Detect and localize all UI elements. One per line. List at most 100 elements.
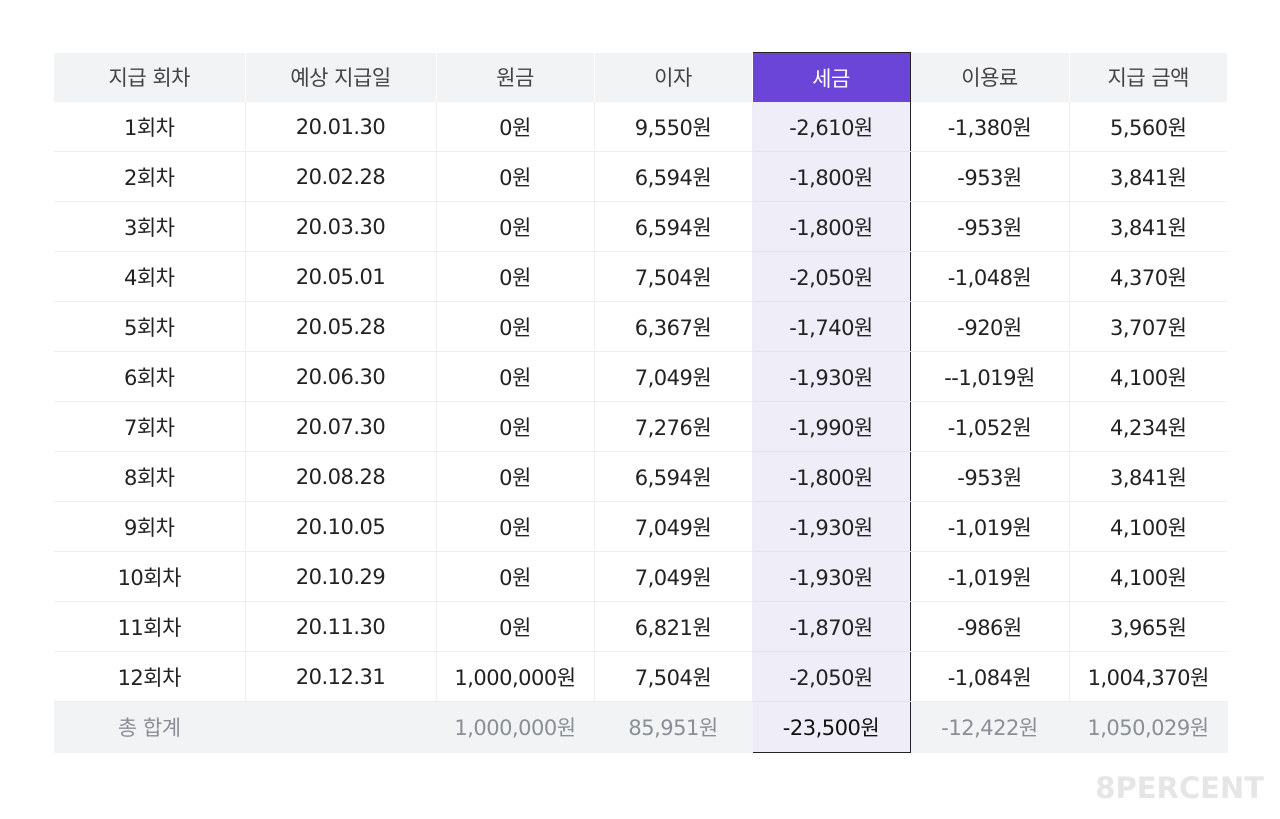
cell-fee: -953원 bbox=[910, 151, 1070, 202]
cell-principal: 0원 bbox=[436, 451, 595, 502]
cell-round: 9회차 bbox=[54, 501, 246, 552]
cell-expected-date: 20.02.28 bbox=[245, 151, 437, 202]
cell-principal: 0원 bbox=[436, 351, 595, 402]
cell-principal: 0원 bbox=[436, 102, 595, 152]
cell-tax: -1,800원 bbox=[751, 151, 911, 202]
cell-interest: 7,504원 bbox=[594, 651, 753, 702]
cell-expected-date: 20.05.01 bbox=[245, 251, 437, 302]
table-row: 6회차 20.06.30 0원 7,049원 -1,930원 --1,019원 4,100원 bbox=[54, 351, 1227, 402]
header-payout: 지급 금액 bbox=[1069, 52, 1227, 102]
cell-tax: -1,930원 bbox=[751, 551, 911, 602]
brand-watermark: 8PERCENT bbox=[1095, 771, 1264, 805]
cell-fee: -1,019원 bbox=[910, 551, 1070, 602]
cell-interest: 7,049원 bbox=[594, 501, 753, 552]
table-row: 11회차 20.11.30 0원 6,821원 -1,870원 -986원 3,965원 bbox=[54, 601, 1227, 652]
table-row: 12회차 20.12.31 1,000,000원 7,504원 -2,050원 -1,08… bbox=[54, 651, 1227, 702]
cell-interest: 7,049원 bbox=[594, 551, 753, 602]
cell-round: 7회차 bbox=[54, 401, 246, 452]
cell-payout: 4,234원 bbox=[1069, 401, 1227, 452]
cell-payout: 4,100원 bbox=[1069, 501, 1227, 552]
cell-principal: 0원 bbox=[436, 151, 595, 202]
cell-tax: -1,930원 bbox=[751, 351, 911, 402]
cell-tax: -1,990원 bbox=[751, 401, 911, 452]
total-interest: 85,951원 bbox=[594, 701, 753, 753]
cell-expected-date: 20.01.30 bbox=[245, 102, 437, 152]
cell-principal: 0원 bbox=[436, 401, 595, 452]
cell-payout: 4,370원 bbox=[1069, 251, 1227, 302]
cell-interest: 6,367원 bbox=[594, 301, 753, 352]
cell-fee: -953원 bbox=[910, 201, 1070, 252]
table-body: 1회차 20.01.30 0원 9,550원 -2,610원 -1,380원 5,560원 2… bbox=[54, 102, 1228, 753]
table-row: 1회차 20.01.30 0원 9,550원 -2,610원 -1,380원 5,560원 bbox=[54, 102, 1227, 152]
cell-payout: 3,707원 bbox=[1069, 301, 1227, 352]
cell-interest: 7,049원 bbox=[594, 351, 753, 402]
cell-fee: -953원 bbox=[910, 451, 1070, 502]
cell-tax: -1,800원 bbox=[751, 201, 911, 252]
cell-round: 3회차 bbox=[54, 201, 246, 252]
cell-round: 10회차 bbox=[54, 551, 246, 602]
cell-round: 12회차 bbox=[54, 651, 246, 702]
cell-tax: -2,050원 bbox=[751, 651, 911, 702]
cell-fee: -1,084원 bbox=[910, 651, 1070, 702]
header-tax: 세금 bbox=[751, 52, 911, 102]
header-round: 지급 회차 bbox=[54, 52, 246, 102]
cell-payout: 3,841원 bbox=[1069, 151, 1227, 202]
cell-expected-date: 20.07.30 bbox=[245, 401, 437, 452]
cell-principal: 0원 bbox=[436, 601, 595, 652]
total-payout: 1,050,029원 bbox=[1069, 701, 1228, 753]
cell-expected-date: 20.08.28 bbox=[245, 451, 437, 502]
cell-payout: 3,841원 bbox=[1069, 201, 1227, 252]
cell-principal: 0원 bbox=[436, 501, 595, 552]
table-row: 4회차 20.05.01 0원 7,504원 -2,050원 -1,048원 4,370원 bbox=[54, 251, 1227, 302]
cell-interest: 6,594원 bbox=[594, 451, 753, 502]
cell-interest: 6,821원 bbox=[594, 601, 753, 652]
cell-principal: 0원 bbox=[436, 551, 595, 602]
cell-round: 4회차 bbox=[54, 251, 246, 302]
total-label: 총 합계 bbox=[54, 701, 246, 753]
header-fee: 이용료 bbox=[910, 52, 1070, 102]
cell-fee: -1,052원 bbox=[910, 401, 1070, 452]
cell-payout: 4,100원 bbox=[1069, 351, 1227, 402]
cell-round: 6회차 bbox=[54, 351, 246, 402]
header-row: 지급 회차 예상 지급일 원금 이자 세금 이용료 지급 금액 bbox=[54, 52, 1227, 102]
cell-principal: 0원 bbox=[436, 301, 595, 352]
total-tax: -23,500원 bbox=[751, 701, 911, 753]
total-date bbox=[245, 701, 437, 753]
payment-schedule-table: 지급 회차 예상 지급일 원금 이자 세금 이용료 지급 금액 1회차 20.01… bbox=[54, 52, 1228, 753]
cell-expected-date: 20.11.30 bbox=[245, 601, 437, 652]
cell-expected-date: 20.06.30 bbox=[245, 351, 437, 402]
cell-fee: --1,019원 bbox=[910, 351, 1070, 402]
cell-expected-date: 20.03.30 bbox=[245, 201, 437, 252]
cell-tax: -2,050원 bbox=[751, 251, 911, 302]
cell-fee: -1,380원 bbox=[910, 102, 1070, 152]
cell-interest: 6,594원 bbox=[594, 151, 753, 202]
table-row: 10회차 20.10.29 0원 7,049원 -1,930원 -1,019원 4,100원 bbox=[54, 551, 1227, 602]
cell-fee: -920원 bbox=[910, 301, 1070, 352]
cell-tax: -1,870원 bbox=[751, 601, 911, 652]
cell-interest: 9,550원 bbox=[594, 102, 753, 152]
cell-fee: -1,019원 bbox=[910, 501, 1070, 552]
cell-expected-date: 20.10.29 bbox=[245, 551, 437, 602]
table-header: 지급 회차 예상 지급일 원금 이자 세금 이용료 지급 금액 bbox=[54, 52, 1227, 102]
cell-fee: -986원 bbox=[910, 601, 1070, 652]
cell-principal: 1,000,000원 bbox=[436, 651, 595, 702]
cell-payout: 1,004,370원 bbox=[1069, 651, 1227, 702]
cell-fee: -1,048원 bbox=[910, 251, 1070, 302]
total-fee: -12,422원 bbox=[910, 701, 1070, 753]
table-row: 3회차 20.03.30 0원 6,594원 -1,800원 -953원 3,841원 bbox=[54, 201, 1227, 252]
table-row: 2회차 20.02.28 0원 6,594원 -1,800원 -953원 3,841원 bbox=[54, 151, 1227, 202]
total-principal: 1,000,000원 bbox=[436, 701, 595, 753]
cell-interest: 6,594원 bbox=[594, 201, 753, 252]
cell-principal: 0원 bbox=[436, 201, 595, 252]
cell-principal: 0원 bbox=[436, 251, 595, 302]
cell-round: 5회차 bbox=[54, 301, 246, 352]
cell-interest: 7,504원 bbox=[594, 251, 753, 302]
cell-round: 8회차 bbox=[54, 451, 246, 502]
cell-round: 11회차 bbox=[54, 601, 246, 652]
header-interest: 이자 bbox=[594, 52, 753, 102]
header-principal: 원금 bbox=[436, 52, 595, 102]
payment-schedule: 지급 회차 예상 지급일 원금 이자 세금 이용료 지급 금액 1회차 20.01… bbox=[54, 52, 1228, 753]
table-row: 9회차 20.10.05 0원 7,049원 -1,930원 -1,019원 4,100원 bbox=[54, 501, 1227, 552]
table-row: 8회차 20.08.28 0원 6,594원 -1,800원 -953원 3,841원 bbox=[54, 451, 1227, 502]
cell-payout: 4,100원 bbox=[1069, 551, 1227, 602]
